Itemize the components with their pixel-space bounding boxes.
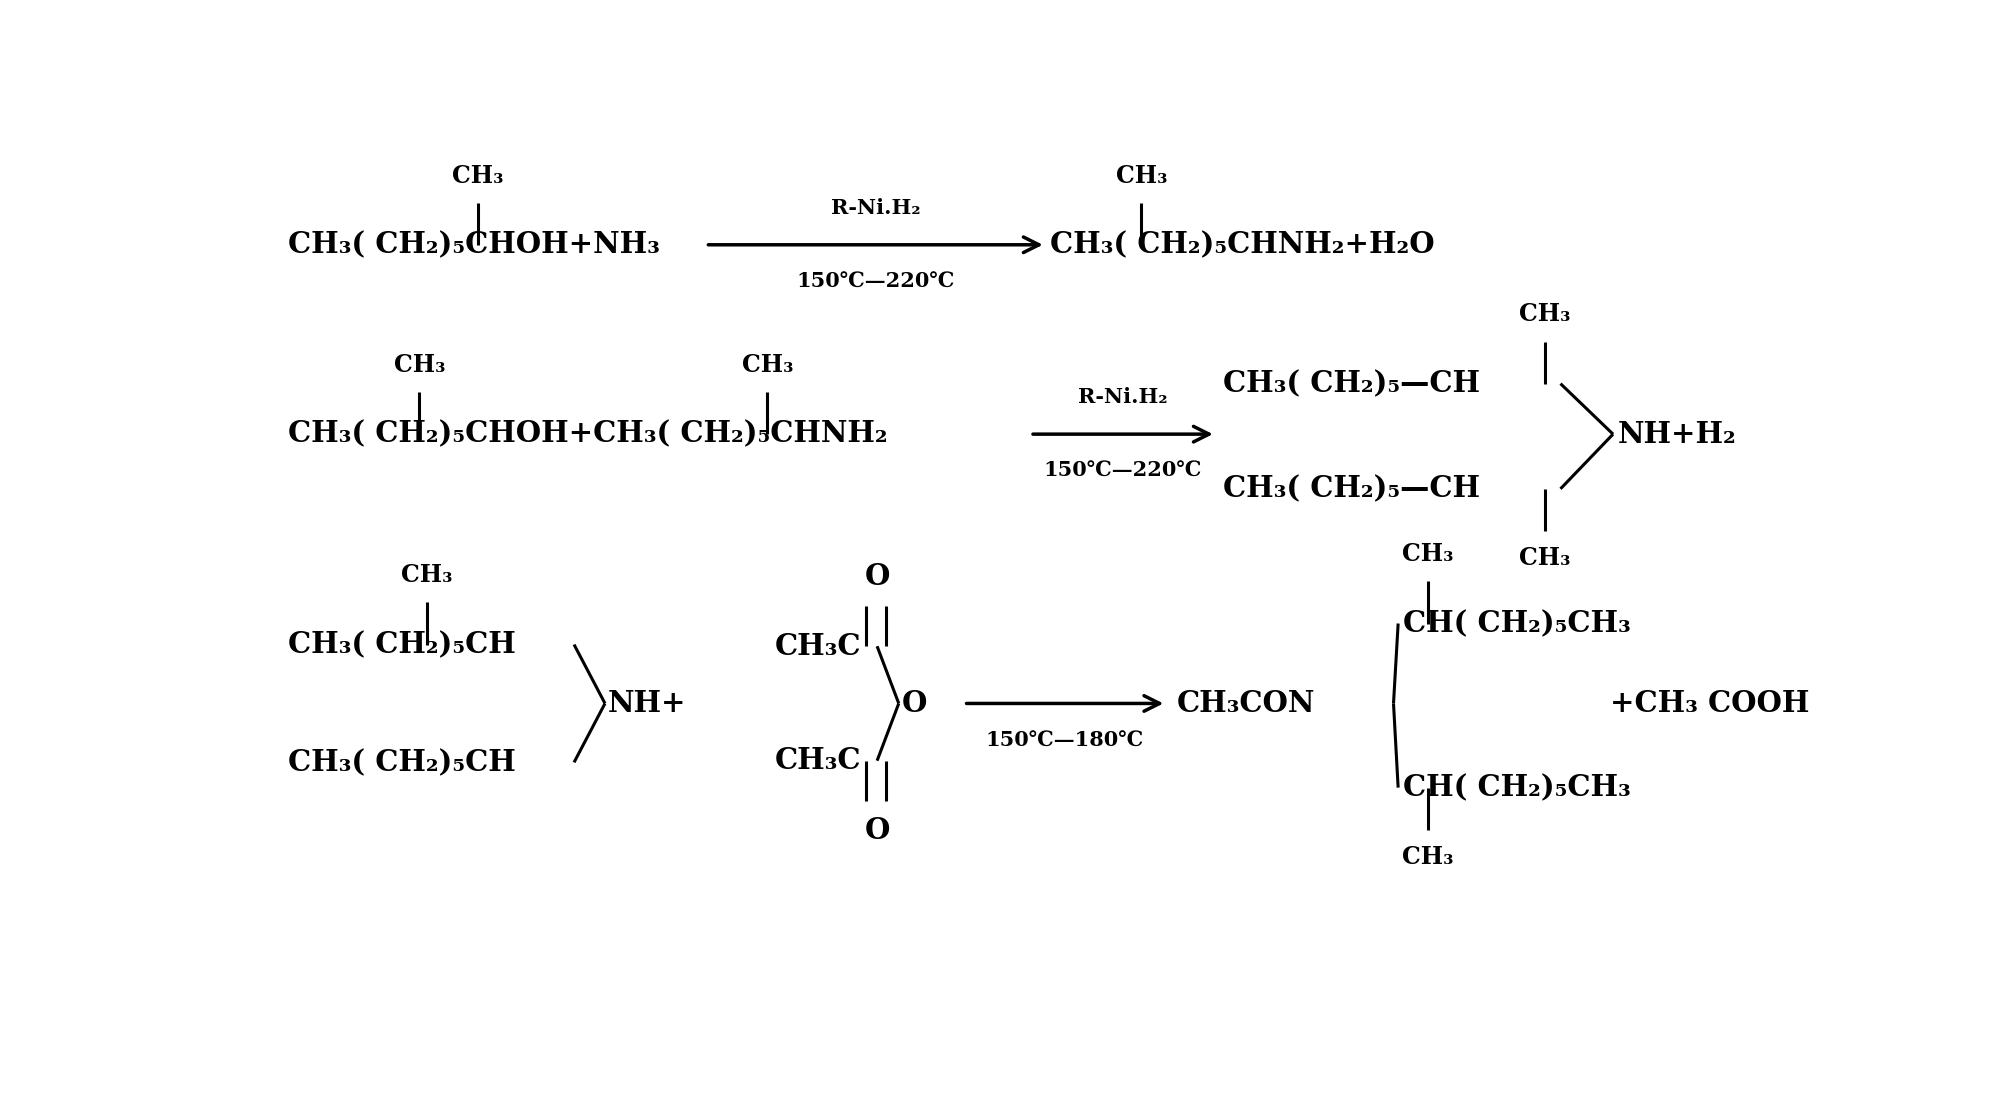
Text: CH₃: CH₃ bbox=[1402, 542, 1452, 566]
Text: 150℃—220℃: 150℃—220℃ bbox=[1043, 461, 1203, 481]
Text: R-Ni.H₂: R-Ni.H₂ bbox=[830, 198, 920, 218]
Text: O: O bbox=[902, 689, 928, 718]
Text: CH₃: CH₃ bbox=[1520, 303, 1570, 327]
Text: CH₃( CH₂)₅CHOH+CH₃( CH₂)₅CHNH₂: CH₃( CH₂)₅CHOH+CH₃( CH₂)₅CHNH₂ bbox=[287, 420, 888, 448]
Text: CH( CH₂)₅CH₃: CH( CH₂)₅CH₃ bbox=[1402, 773, 1630, 802]
Text: CH( CH₂)₅CH₃: CH( CH₂)₅CH₃ bbox=[1402, 609, 1630, 638]
Text: CH₃: CH₃ bbox=[401, 563, 453, 587]
Text: CH₃( CH₂)₅CHNH₂+H₂O: CH₃( CH₂)₅CHNH₂+H₂O bbox=[1049, 231, 1434, 259]
Text: CH₃( CH₂)₅CH: CH₃( CH₂)₅CH bbox=[287, 630, 517, 659]
Text: 150℃—180℃: 150℃—180℃ bbox=[986, 730, 1143, 751]
Text: CH₃( CH₂)₅CHOH+NH₃: CH₃( CH₂)₅CHOH+NH₃ bbox=[287, 231, 660, 259]
Text: CH₃( CH₂)₅CH: CH₃( CH₂)₅CH bbox=[287, 748, 517, 777]
Text: CH₃C: CH₃C bbox=[774, 632, 862, 661]
Text: +CH₃ COOH: +CH₃ COOH bbox=[1610, 689, 1809, 718]
Text: CH₃CON: CH₃CON bbox=[1177, 689, 1315, 718]
Text: CH₃: CH₃ bbox=[393, 353, 445, 377]
Text: CH₃( CH₂)₅—CH: CH₃( CH₂)₅—CH bbox=[1223, 369, 1480, 398]
Text: CH₃: CH₃ bbox=[1115, 164, 1167, 188]
Text: CH₃( CH₂)₅—CH: CH₃( CH₂)₅—CH bbox=[1223, 474, 1480, 504]
Text: NH+H₂: NH+H₂ bbox=[1618, 420, 1736, 448]
Text: O: O bbox=[864, 562, 890, 590]
Text: CH₃: CH₃ bbox=[742, 353, 794, 377]
Text: R-Ni.H₂: R-Ni.H₂ bbox=[1077, 387, 1167, 408]
Text: CH₃: CH₃ bbox=[1402, 845, 1452, 869]
Text: O: O bbox=[864, 816, 890, 845]
Text: CH₃: CH₃ bbox=[1520, 546, 1570, 571]
Text: 150℃—220℃: 150℃—220℃ bbox=[796, 272, 956, 292]
Text: CH₃C: CH₃C bbox=[774, 747, 862, 775]
Text: CH₃: CH₃ bbox=[453, 164, 505, 188]
Text: NH+: NH+ bbox=[608, 689, 686, 718]
